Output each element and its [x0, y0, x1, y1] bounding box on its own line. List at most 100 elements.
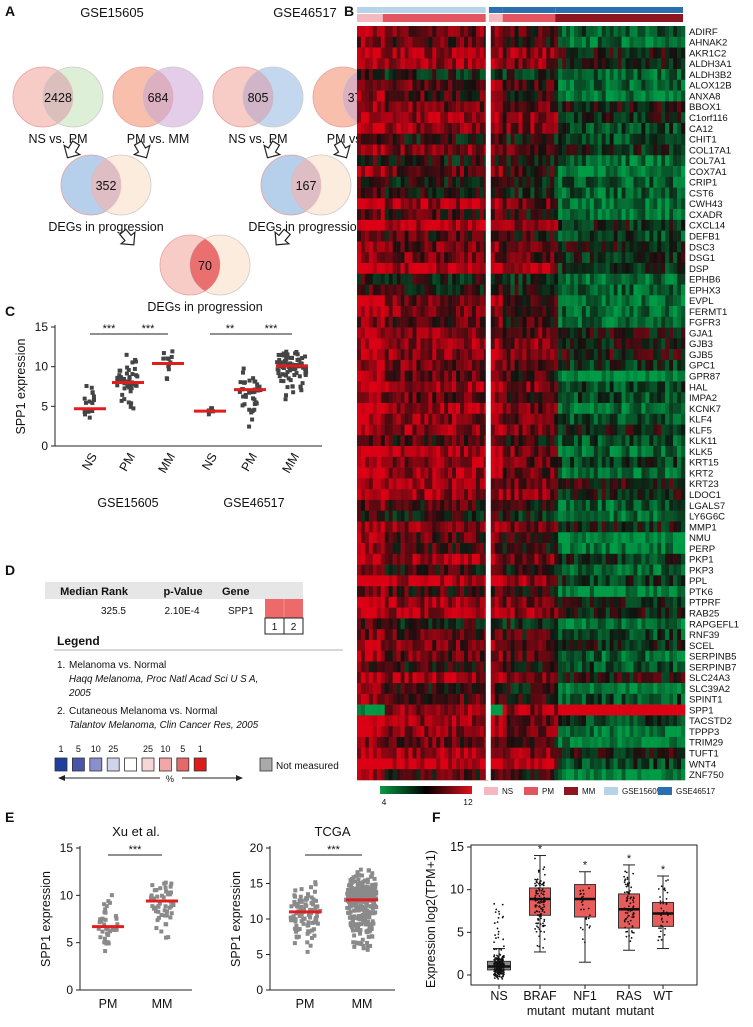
heatmap-cell — [471, 510, 477, 522]
heatmap-cell — [506, 521, 511, 533]
heatmap-cell — [357, 187, 362, 199]
heatmap-cell — [558, 241, 563, 253]
heatmap-cell — [677, 499, 682, 512]
heatmap-cell — [621, 489, 626, 501]
data-point — [117, 373, 122, 378]
heatmap-cell — [558, 112, 563, 124]
data-point — [350, 879, 355, 884]
heatmap-cell — [498, 532, 503, 544]
heatmap-cell — [546, 392, 551, 404]
heatmap-cell — [502, 295, 507, 307]
heatmap-cell — [460, 241, 465, 253]
heatmap-cell — [566, 209, 571, 221]
heatmap-cell — [400, 90, 405, 102]
heatmap-cell — [585, 284, 591, 296]
heatmap-cell — [574, 101, 579, 113]
heatmap-cell — [510, 241, 515, 253]
heatmap-cell — [412, 543, 417, 555]
heatmap-cell — [566, 155, 571, 167]
heatmap-cell — [392, 478, 397, 490]
heatmap-cell — [428, 252, 433, 264]
heatmap-cell — [669, 435, 674, 447]
heatmap-cell — [357, 284, 362, 296]
heatmap-cell — [558, 101, 563, 113]
data-point — [129, 401, 134, 406]
heatmap-cell — [542, 403, 547, 415]
heatmap-cell — [665, 176, 670, 188]
heatmap-cell — [514, 359, 519, 371]
heatmap-cell — [673, 338, 678, 350]
heatmap-cell — [522, 478, 527, 490]
heatmap-cell — [581, 316, 587, 328]
heatmap-cell — [404, 359, 409, 371]
heatmap-cell — [649, 79, 654, 91]
heatmap-cell — [585, 381, 591, 393]
heatmap-cell — [613, 370, 618, 382]
heatmap-cell — [665, 338, 670, 350]
heatmap-cell — [518, 295, 523, 307]
heatmap-cell — [460, 489, 465, 501]
heatmap-cell — [574, 532, 579, 544]
data-point — [156, 909, 161, 914]
heatmap-cell — [498, 219, 503, 231]
heatmap-cell — [479, 198, 485, 210]
heatmap-cell — [368, 338, 374, 350]
heatmap-cell — [550, 543, 555, 555]
heatmap-cell — [550, 403, 555, 415]
heatmap-cell — [681, 166, 686, 178]
heatmap-cell — [570, 79, 575, 91]
heatmap-cell — [530, 219, 535, 231]
heatmap-cell — [665, 413, 670, 425]
heatmap-cell — [526, 176, 531, 188]
heatmap-cell — [479, 349, 485, 361]
heatmap-cell — [677, 58, 682, 70]
heatmap-cell — [625, 327, 630, 339]
data-point — [304, 366, 309, 371]
heatmap-cell — [372, 252, 378, 264]
heatmap-cell — [534, 273, 539, 285]
heatmap-cell — [530, 316, 535, 328]
heatmap-cell — [518, 392, 523, 404]
heatmap-cell — [475, 47, 481, 59]
heatmap-cell — [428, 47, 433, 59]
heatmap-cell — [550, 144, 555, 156]
heatmap-cell — [546, 284, 551, 296]
y-axis-label: SPP1 expression — [14, 339, 28, 435]
heatmap-cell — [440, 36, 445, 48]
heatmap-cell — [372, 133, 378, 145]
heatmap-cell — [633, 316, 638, 328]
heatmap-cell — [408, 543, 413, 555]
heatmap-cell — [609, 327, 614, 339]
heatmap-cell — [376, 446, 382, 458]
heatmap-cell — [637, 499, 642, 512]
heatmap-cell — [456, 101, 461, 113]
heatmap-cell — [396, 413, 401, 425]
heatmap-cell — [456, 521, 461, 533]
data-point — [247, 390, 252, 395]
heatmap-cell — [392, 198, 397, 210]
heatmap-cell — [601, 532, 607, 544]
heatmap-cell — [518, 424, 523, 436]
heatmap-cell — [384, 327, 390, 339]
heatmap-cell — [448, 446, 453, 458]
heatmap-cell — [384, 209, 390, 221]
heatmap-cell — [490, 209, 496, 221]
data-point — [312, 920, 317, 925]
heatmap-cell — [621, 532, 626, 544]
heatmap-cell — [629, 122, 634, 135]
heatmap-cell — [577, 79, 583, 91]
heatmap-cell — [677, 316, 682, 328]
heatmap-cell — [444, 176, 449, 188]
heatmap-cell — [574, 413, 579, 425]
heatmap-cell — [673, 359, 678, 371]
heatmap-cell — [637, 262, 642, 275]
heatmap-cell — [633, 424, 638, 436]
heatmap-cell — [376, 252, 382, 264]
heatmap-cell — [388, 532, 393, 544]
heatmap-cell — [657, 273, 662, 285]
heatmap-cell — [368, 306, 374, 318]
x-tick-label: NS — [199, 451, 220, 473]
heatmap-cell — [538, 381, 543, 393]
data-point — [311, 927, 316, 932]
heatmap-cell — [621, 521, 626, 533]
